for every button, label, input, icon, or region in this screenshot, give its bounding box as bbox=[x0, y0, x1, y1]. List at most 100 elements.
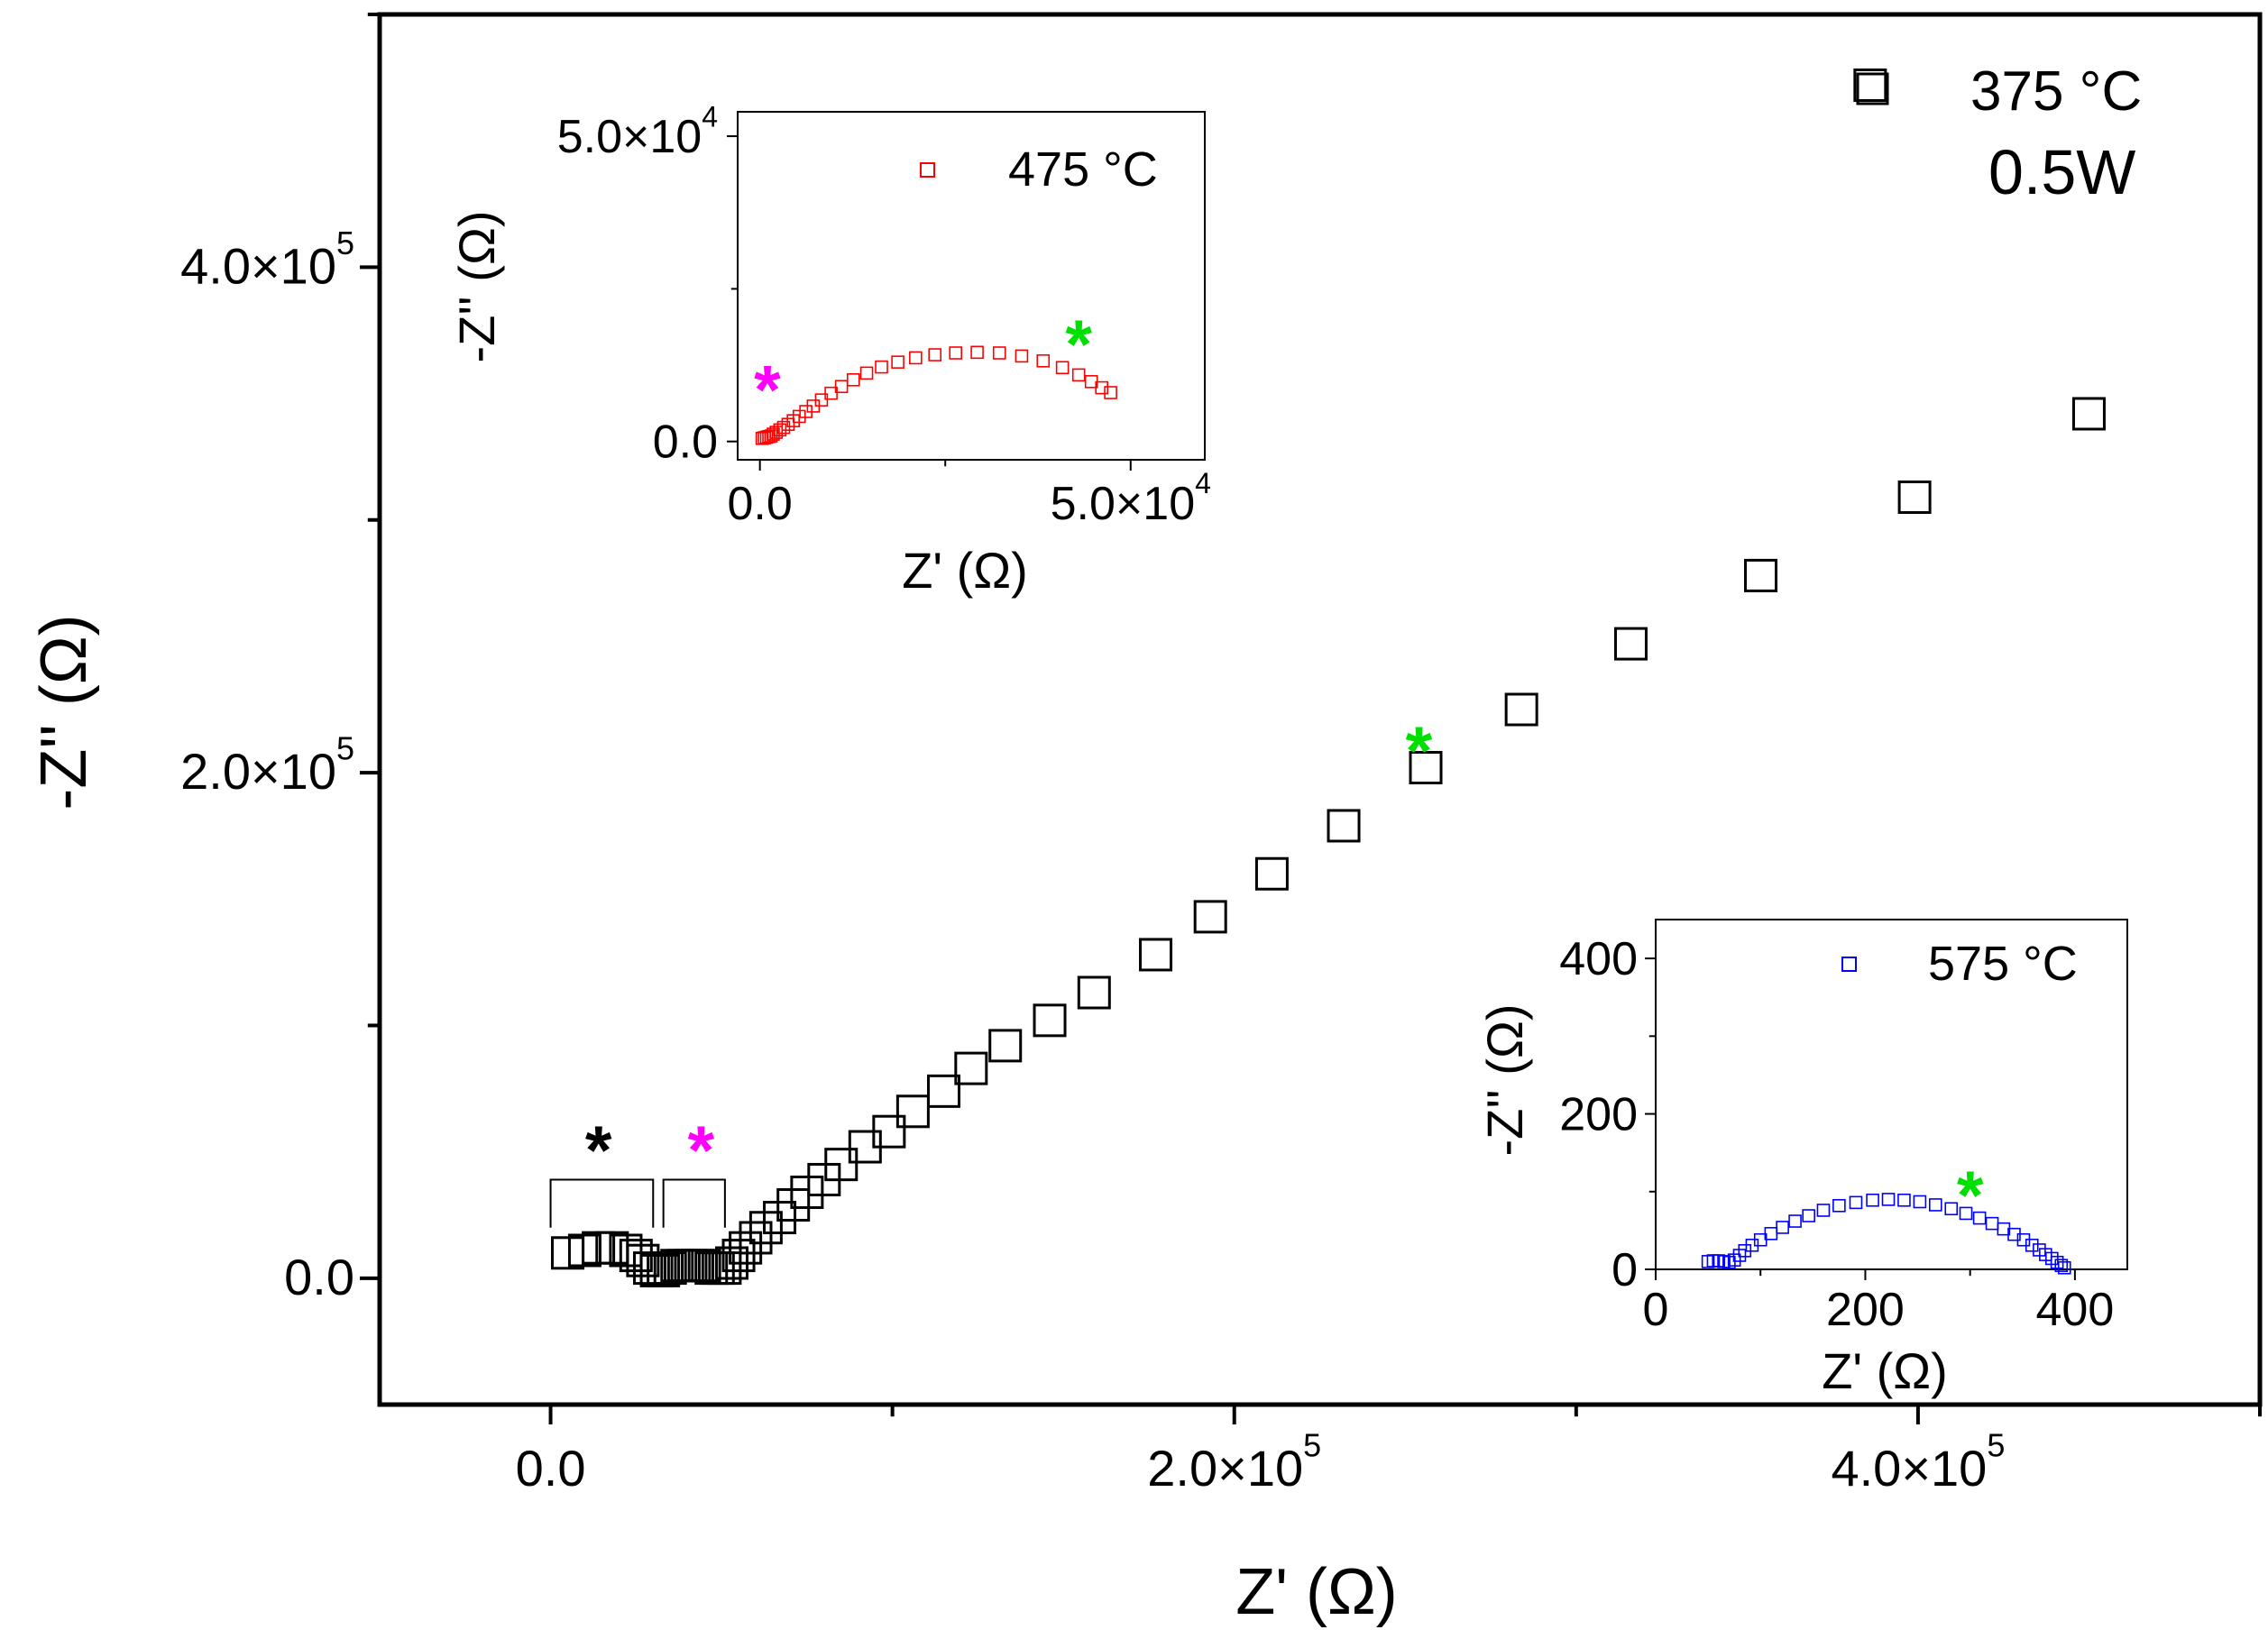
data-point bbox=[776, 420, 791, 435]
asterisk-annotation: * bbox=[754, 352, 781, 429]
x-tick-label: 5.0×104 bbox=[1051, 467, 1211, 530]
data-point bbox=[834, 380, 849, 394]
data-point bbox=[1409, 750, 1443, 784]
y-tick-exponent: 5 bbox=[336, 224, 354, 261]
main-legend-label: 375 °C bbox=[1970, 60, 2142, 123]
data-point bbox=[767, 427, 780, 441]
data-point bbox=[626, 1243, 660, 1277]
data-point bbox=[551, 1236, 584, 1270]
data-point bbox=[1881, 1193, 1896, 1206]
data-point bbox=[653, 1251, 687, 1286]
data-point bbox=[1095, 380, 1109, 395]
data-point bbox=[1613, 627, 1648, 661]
data-point bbox=[992, 346, 1006, 360]
data-point bbox=[824, 386, 838, 400]
data-point bbox=[872, 1114, 906, 1149]
data-point bbox=[928, 348, 942, 362]
data-point bbox=[1033, 1003, 1067, 1038]
data-point bbox=[1104, 386, 1117, 399]
data-point bbox=[1788, 1214, 1802, 1228]
data-point bbox=[1776, 1221, 1789, 1234]
x-tick-label: 400 bbox=[2036, 1284, 2115, 1336]
inset-575-x-axis-title: Z' (Ω) bbox=[1822, 1342, 1948, 1399]
data-point bbox=[1816, 1204, 1831, 1217]
inset-475-legend-marker bbox=[920, 162, 935, 178]
data-point bbox=[875, 360, 888, 374]
data-point bbox=[776, 1188, 811, 1222]
data-point bbox=[814, 393, 829, 407]
inset-575-x-ticks: 0 200 400 bbox=[1643, 1269, 2115, 1336]
data-point bbox=[792, 409, 806, 424]
data-point bbox=[1929, 1198, 1942, 1212]
data-point bbox=[632, 1251, 666, 1286]
asterisk-annotation: * bbox=[1957, 1158, 1984, 1234]
y-tick-exponent: 4 bbox=[702, 100, 718, 133]
data-point bbox=[988, 1029, 1023, 1063]
x-tick-label: 4.0×105 bbox=[1831, 1427, 2005, 1497]
inset-475-markers bbox=[755, 345, 1117, 445]
y-tick-label: 400 bbox=[1559, 933, 1638, 985]
y-tick-label: 0.0 bbox=[653, 417, 718, 469]
data-point bbox=[970, 345, 984, 360]
data-point bbox=[1972, 1211, 1987, 1225]
main-legend-sublabel: 0.5W bbox=[1988, 137, 2135, 207]
y-tick-label: 0.0 bbox=[284, 1249, 354, 1305]
data-point bbox=[763, 1201, 797, 1235]
data-point bbox=[1944, 1202, 1959, 1216]
data-point bbox=[708, 1251, 742, 1286]
data-point bbox=[687, 1249, 721, 1283]
data-point bbox=[1802, 1209, 1815, 1222]
data-point bbox=[1853, 69, 1887, 103]
bracket-group bbox=[549, 1178, 726, 1228]
inset-475-y-axis-title: -Z'' (Ω) bbox=[448, 211, 505, 363]
asterisk-annotation: * bbox=[688, 1112, 715, 1189]
inset-475-y-ticks: 0.0 5.0×104 bbox=[557, 100, 738, 469]
y-tick-label: 2.0×105 bbox=[180, 730, 354, 800]
main-plot-frame bbox=[377, 12, 2263, 1407]
y-tick-label: 200 bbox=[1559, 1089, 1638, 1141]
data-point bbox=[1139, 938, 1173, 972]
data-point bbox=[891, 355, 904, 369]
data-point bbox=[1744, 558, 1778, 592]
data-point bbox=[721, 1239, 756, 1273]
data-point bbox=[1015, 349, 1029, 363]
data-point bbox=[2054, 1259, 2069, 1272]
inset-475-plot: 0.0 5.0×104 0.05.0×104 ** Z' (Ω) -Z'' (Ω)… bbox=[448, 100, 1211, 599]
inset-575-y-ticks: 0 200 400 bbox=[1559, 933, 1656, 1296]
asterisk-annotation: * bbox=[1065, 307, 1092, 383]
inset-575-plot: 0 200 400 0 200 400 * Z' (Ω) -Z'' (Ω) 575 °C bbox=[1476, 919, 2128, 1399]
data-point bbox=[824, 1148, 859, 1182]
x-tick-label: 0 bbox=[1643, 1284, 1669, 1336]
main-x-ticks: 0.0 2.0×105 4.0×105 bbox=[516, 1405, 2262, 1497]
inset-575-legend-label: 575 °C bbox=[1928, 937, 2078, 991]
data-point bbox=[859, 366, 874, 380]
data-point bbox=[1866, 1193, 1879, 1207]
data-point bbox=[1849, 1195, 1863, 1210]
asterisk-annotation: * bbox=[1406, 713, 1433, 790]
data-point bbox=[1254, 856, 1289, 891]
main-annotations: * * * bbox=[585, 713, 1433, 1189]
x-tick-label: 2.0×105 bbox=[1147, 1427, 1321, 1497]
inset-475-annotations: ** bbox=[754, 307, 1092, 429]
data-point bbox=[1897, 480, 1932, 514]
data-point bbox=[739, 1221, 773, 1255]
main-series-markers bbox=[551, 69, 2106, 1287]
inset-475-x-axis-title: Z' (Ω) bbox=[902, 542, 1028, 599]
data-point bbox=[1055, 361, 1070, 375]
inset-575-frame bbox=[1655, 919, 2128, 1270]
data-point bbox=[1327, 809, 1361, 843]
data-point bbox=[909, 351, 923, 365]
x-tick-exponent: 4 bbox=[1195, 467, 1211, 499]
x-tick-label: 0.0 bbox=[728, 478, 793, 530]
inset-575-markers bbox=[1701, 1193, 2071, 1275]
inset-575-annotations: * bbox=[1957, 1158, 1984, 1234]
data-point bbox=[1077, 975, 1111, 1010]
data-point bbox=[2025, 1238, 2039, 1252]
bracket bbox=[662, 1178, 726, 1228]
data-point bbox=[1504, 692, 1538, 727]
x-tick-exponent: 5 bbox=[1303, 1427, 1321, 1464]
data-point bbox=[1193, 900, 1227, 934]
data-point bbox=[895, 1094, 930, 1129]
data-point bbox=[2071, 397, 2106, 431]
